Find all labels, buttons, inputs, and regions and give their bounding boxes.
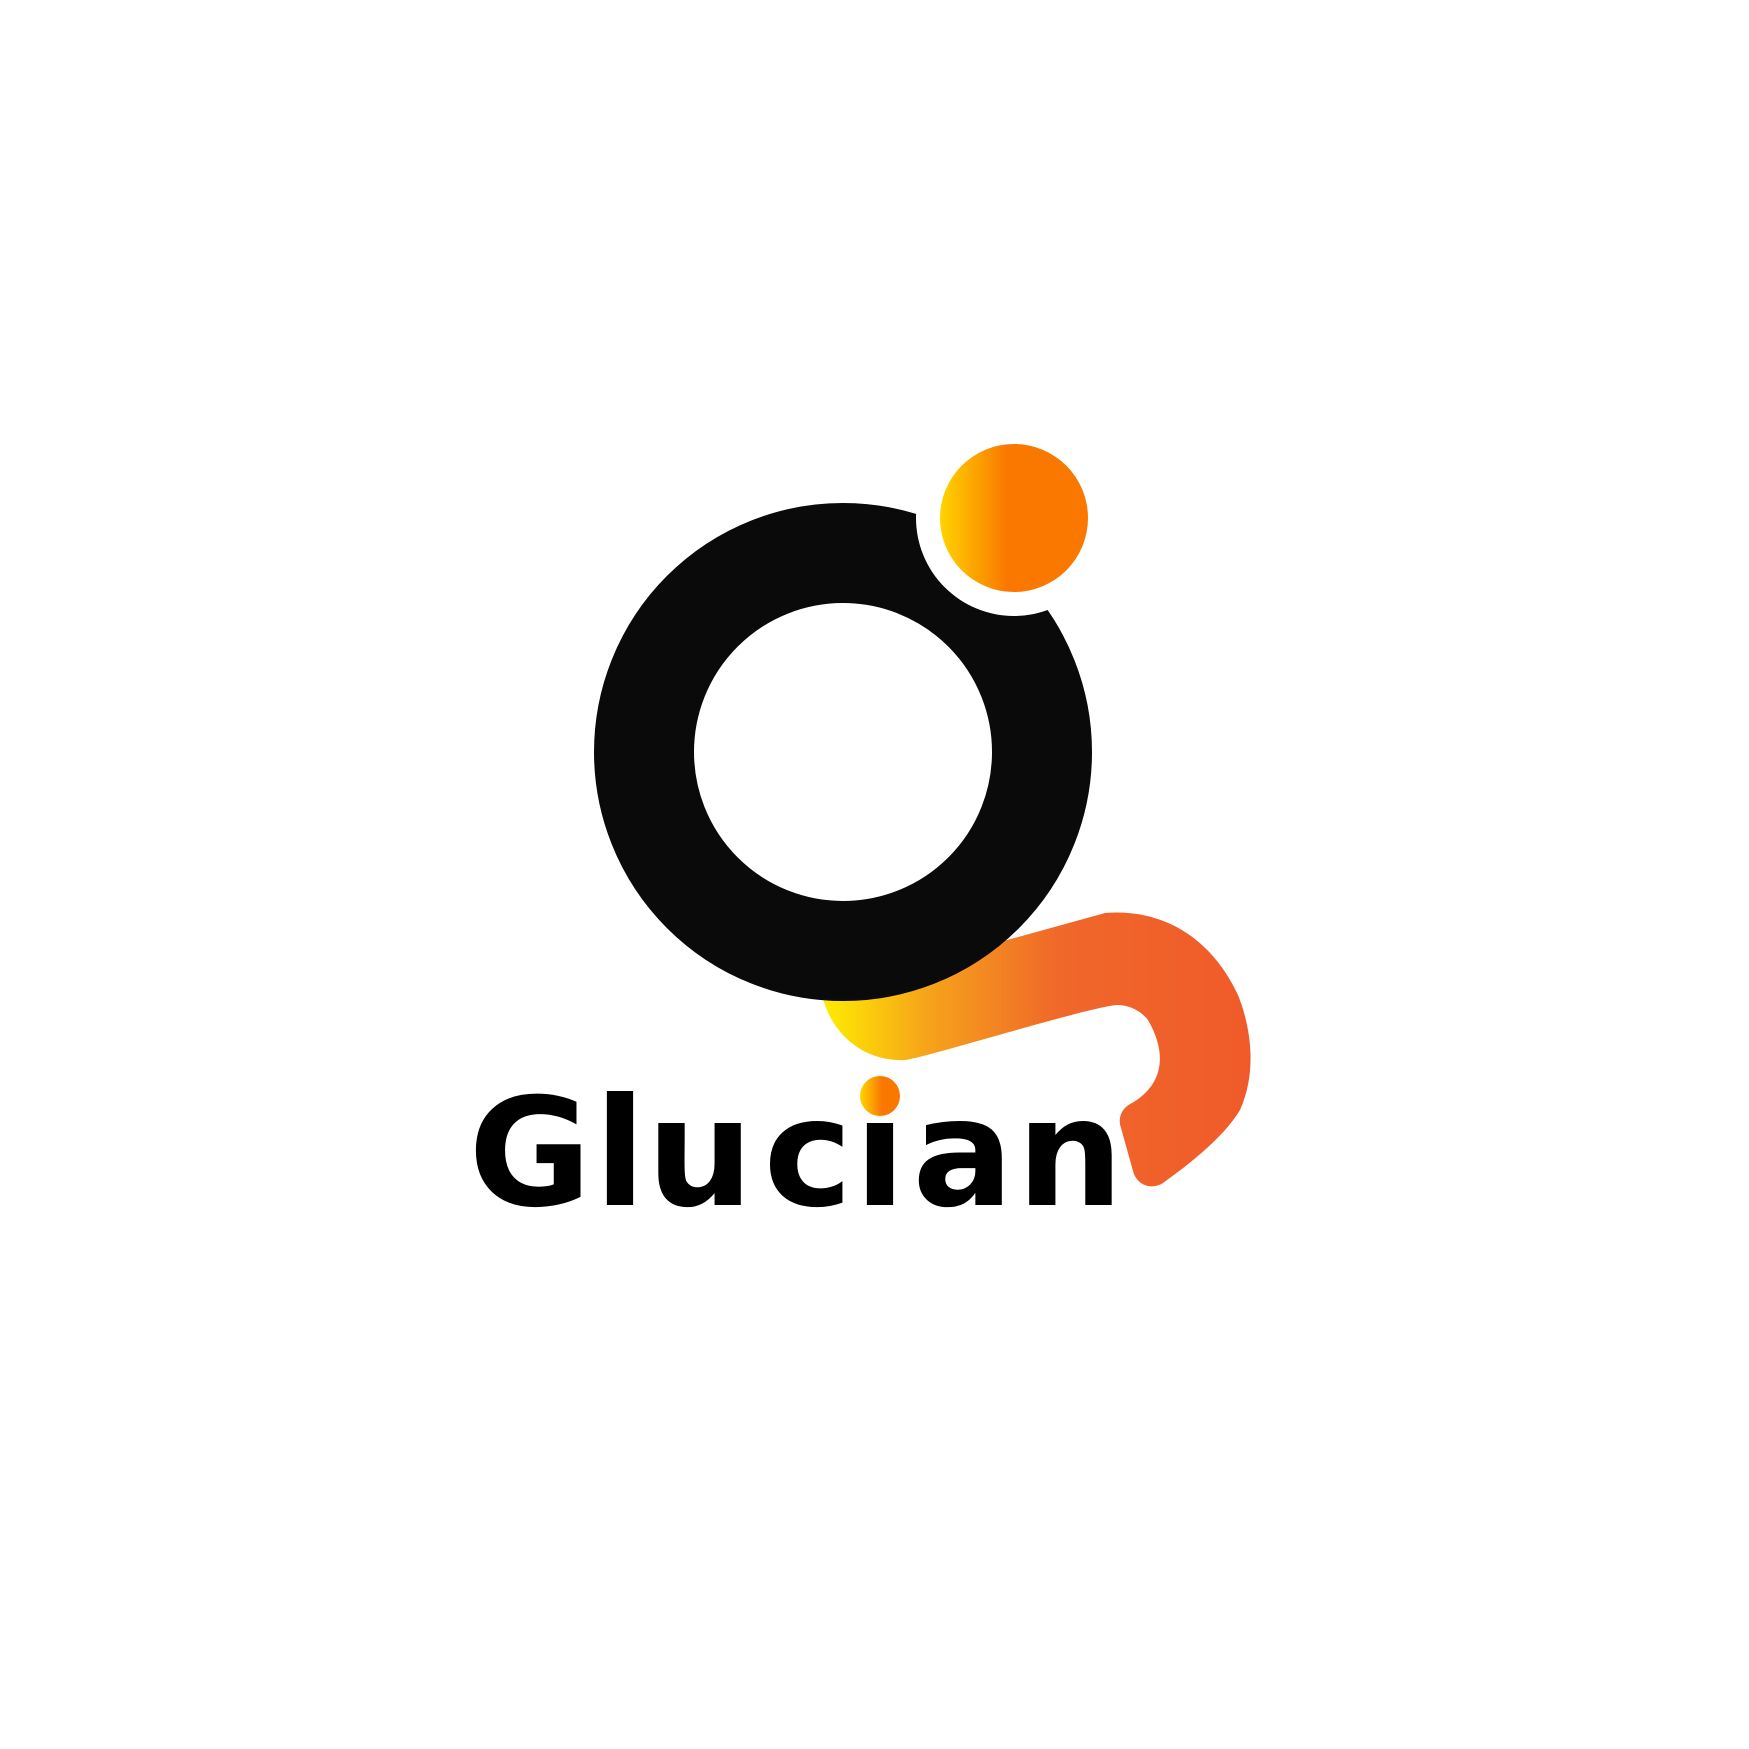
ring-with-orange-dot-icon: [594, 420, 1112, 1001]
wordmark-letter-u: u: [647, 1067, 754, 1241]
wordmark-letter-c: c: [764, 1067, 853, 1241]
orange-dot-icon: [860, 1076, 900, 1116]
brand-name: Glucian: [485, 1067, 1115, 1241]
brand-wordmark: G l u c ı a n: [468, 1067, 1123, 1241]
wordmark-letter-l: l: [594, 1067, 645, 1241]
wordmark-letter-g: G: [468, 1067, 591, 1241]
wordmark-letter-a: a: [912, 1067, 1013, 1241]
wordmark-letter-n: n: [1017, 1067, 1124, 1241]
